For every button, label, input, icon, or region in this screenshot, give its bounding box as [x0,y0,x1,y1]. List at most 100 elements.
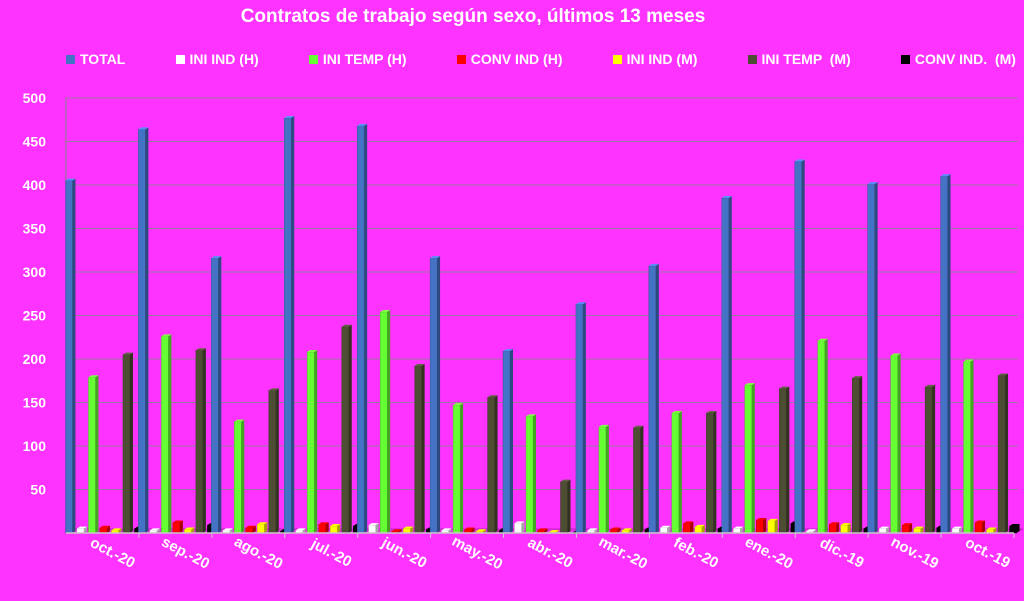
bar-front [1009,525,1017,534]
bar-side [398,529,402,533]
bar-ini-temp-h-sep-20 [161,334,172,534]
legend-label: INI TEMP (M) [761,51,851,67]
bar-side [824,338,828,533]
bar-ini-temp-m-jun-20 [414,363,425,534]
bar-ini-ind-h-oct-20 [76,526,87,534]
bar-top [879,526,890,529]
bar-side [1016,524,1020,533]
bar-ini-ind-h-jun-20 [368,523,379,534]
bar-ini-temp-h-feb-20 [671,410,682,534]
bar-top [391,529,402,532]
bar-ini-temp-m-oct-20 [122,352,133,534]
bar-top [184,527,195,530]
bar-ini-ind-h-oct-19 [951,526,963,534]
bar-front [851,377,860,534]
y-tick-label: 250 [23,308,47,324]
bar-ini-temp-h-abr-20 [525,414,536,534]
bar-front [560,481,568,534]
bar-total-abr-20 [502,349,513,534]
bar-side [252,525,256,533]
bar-top [660,525,671,528]
bar-top [88,375,99,378]
bar-top [99,525,110,528]
bar-ini-temp-h-nov-19 [890,353,901,534]
bar-total-mar-20 [575,302,586,534]
bar-side [897,353,901,533]
legend-label: INI TEMP (H) [322,51,407,67]
bar-conv-ind-h-mar-20 [610,527,621,534]
bar-front [890,355,898,534]
bar-front [779,388,787,534]
bar-ini-temp-m-dic-19 [851,376,863,534]
bar-top [307,350,318,353]
bar-front [245,527,254,534]
bar-front [284,117,292,534]
bar-top [1009,524,1020,527]
bar-side [337,524,341,533]
bar-conv-ind-h-jul-20 [318,522,329,534]
bar-side [118,528,122,533]
x-tick-label: dic.-19 [817,534,867,571]
bar-front [997,375,1006,534]
bar-top [503,349,513,352]
bar-ini-temp-m-oct-19 [997,373,1009,534]
bar-top [76,526,87,529]
bar-front [268,390,277,534]
legend-item-ini-ind-h: INI IND (H) [175,49,259,69]
bar-top [330,524,341,527]
bar-ini-ind-m-ago-20 [257,522,268,534]
bar-side [690,521,694,533]
bar-ini-temp-m-mar-20 [633,425,644,534]
bar-front [756,519,764,534]
bar-side [713,410,717,533]
bar-side [932,384,936,533]
bar-top [794,159,805,162]
legend-label: TOTAL [80,51,126,67]
bar-total-may-20 [429,256,441,534]
bar-total-ene-20 [721,196,732,534]
bar-ini-temp-h-jun-20 [379,310,391,534]
bar-front [671,412,680,534]
bar-top [122,352,133,355]
bar-front [257,524,265,534]
bar-conv-ind-h-nov-19 [901,523,913,534]
bar-top [963,359,974,362]
bar-front [794,161,802,534]
bar-side [314,350,318,533]
bar-side [617,527,621,533]
x-tick-label: jun.-20 [378,534,430,572]
bar-front [429,257,438,534]
bar-side [510,349,513,533]
bar-front [963,361,971,534]
bar-top [430,256,441,259]
bar-side [920,526,924,533]
bar-side [325,522,329,533]
bar-conv-ind-h-sep-20 [172,520,183,534]
bar-front [525,416,534,534]
bar-side [763,517,767,533]
bar-side [129,352,133,533]
bar-ini-temp-h-ago-20 [234,419,245,534]
bar-top [380,310,391,313]
bar-top [357,123,368,126]
bar-top [806,529,817,532]
bar-conv-ind-m-oct-19 [1009,524,1020,534]
bar-top [671,410,682,413]
bar-ini-temp-h-mar-20 [598,424,609,534]
bar-top [476,529,487,532]
bar-side [448,528,452,533]
bar-top [913,526,924,529]
bar-side [859,376,863,533]
bar-top [779,386,790,389]
legend-swatch [900,54,910,64]
x-tick-label: feb.-20 [671,534,722,572]
bar-side [218,256,222,533]
bar-front [598,426,607,534]
bar-front [88,377,96,534]
bar-side [993,527,997,533]
bar-top [817,338,828,341]
legend-label: CONV IND. (M) [914,51,1016,67]
bar-top [257,522,268,525]
bar-side [275,388,279,533]
bar-ini-ind-m-ene-20 [767,518,778,534]
